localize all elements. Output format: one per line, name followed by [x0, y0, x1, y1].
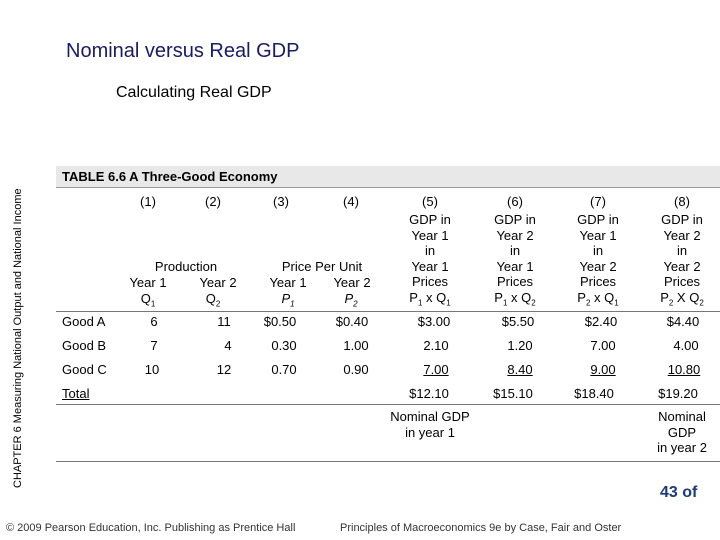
note-nominal-gdp-year1: Nominal GDP in year 1: [390, 409, 470, 440]
chapter-label: CHAPTER 6 Measuring National Output and …: [12, 188, 24, 488]
cell-c-5: 7.00: [423, 362, 449, 377]
cell-a-7: $2.40: [584, 314, 618, 329]
cell-b-7: 7.00: [590, 338, 616, 353]
cell-b-1: 7: [150, 338, 158, 353]
total-rule: [56, 404, 720, 405]
cell-c-7: 9.00: [590, 362, 616, 377]
total-5: $12.10: [409, 386, 449, 401]
col-num-2: (2): [205, 194, 221, 209]
row-label-good-b: Good B: [62, 338, 107, 353]
q2-label: Q2: [205, 291, 221, 309]
cell-a-6: $5.50: [501, 314, 535, 329]
footer-book: Principles of Macroeconomics 9e by Case,…: [340, 522, 622, 534]
cell-a-1: 6: [150, 314, 158, 329]
price-header: Price Per Unit: [281, 259, 363, 274]
cell-c-1: 10: [144, 362, 160, 377]
slide-title: Nominal versus Real GDP: [66, 40, 300, 62]
gdp-header-6: GDP in Year 2 in Year 1 Prices P1 x Q2: [494, 212, 536, 308]
cell-b-4: 1.00: [343, 338, 369, 353]
p2-label: P2: [344, 291, 358, 309]
slide-subtitle: Calculating Real GDP: [116, 84, 272, 101]
page-number: 43 of: [660, 484, 698, 501]
prod-year2: Year 2: [199, 275, 237, 290]
total-8: $19.20: [658, 386, 698, 401]
cell-b-2: 4: [224, 338, 232, 353]
table-title-bar: [56, 166, 720, 188]
footer-copyright: © 2009 Pearson Education, Inc. Publishin…: [6, 522, 296, 534]
col-num-3: (3): [273, 194, 289, 209]
gdp-header-7: GDP in Year 1 in Year 2 Prices P2 x Q1: [577, 212, 619, 308]
cell-c-2: 12: [216, 362, 232, 377]
col-num-7: (7): [590, 194, 606, 209]
row-label-good-c: Good C: [62, 362, 107, 377]
header-rule: [56, 311, 720, 312]
price-year2: Year 2: [333, 275, 371, 290]
total-label: Total: [62, 386, 90, 401]
cell-a-3: $0.50: [263, 314, 297, 329]
total-6: $15.10: [493, 386, 533, 401]
col-num-8: (8): [674, 194, 690, 209]
cell-b-8: 4.00: [673, 338, 699, 353]
cell-a-2: 11: [217, 314, 231, 329]
col-num-6: (6): [507, 194, 523, 209]
cell-c-4: 0.90: [343, 362, 369, 377]
gdp-header-5: GDP in Year 1 in Year 1 Prices P1 x Q1: [409, 212, 451, 308]
production-header: Production: [154, 259, 218, 274]
col-num-1: (1): [140, 194, 156, 209]
col-num-4: (4): [343, 194, 359, 209]
prod-year1: Year 1: [129, 275, 167, 290]
cell-a-5: $3.00: [417, 314, 451, 329]
cell-c-6: 8.40: [507, 362, 533, 377]
bottom-rule: [56, 461, 720, 462]
cell-c-8: 10.80: [667, 362, 701, 377]
note-nominal-gdp-year2: Nominal GDP in year 2: [657, 409, 707, 455]
total-7: $18.40: [574, 386, 614, 401]
p1-label: P1: [281, 291, 295, 309]
gdp-header-8: GDP in Year 2 in Year 2 Prices P2 X Q2: [660, 212, 704, 308]
cell-b-5: 2.10: [423, 338, 449, 353]
cell-b-6: 1.20: [507, 338, 533, 353]
table-title: TABLE 6.6 A Three-Good Economy: [62, 169, 278, 184]
cell-c-3: 0.70: [271, 362, 297, 377]
col-num-5: (5): [422, 194, 438, 209]
cell-b-3: 0.30: [271, 338, 297, 353]
price-year1: Year 1: [269, 275, 307, 290]
cell-a-4: $0.40: [335, 314, 369, 329]
row-label-good-a: Good A: [62, 314, 106, 329]
q1-label: Q1: [140, 291, 156, 309]
cell-a-8: $4.40: [666, 314, 700, 329]
